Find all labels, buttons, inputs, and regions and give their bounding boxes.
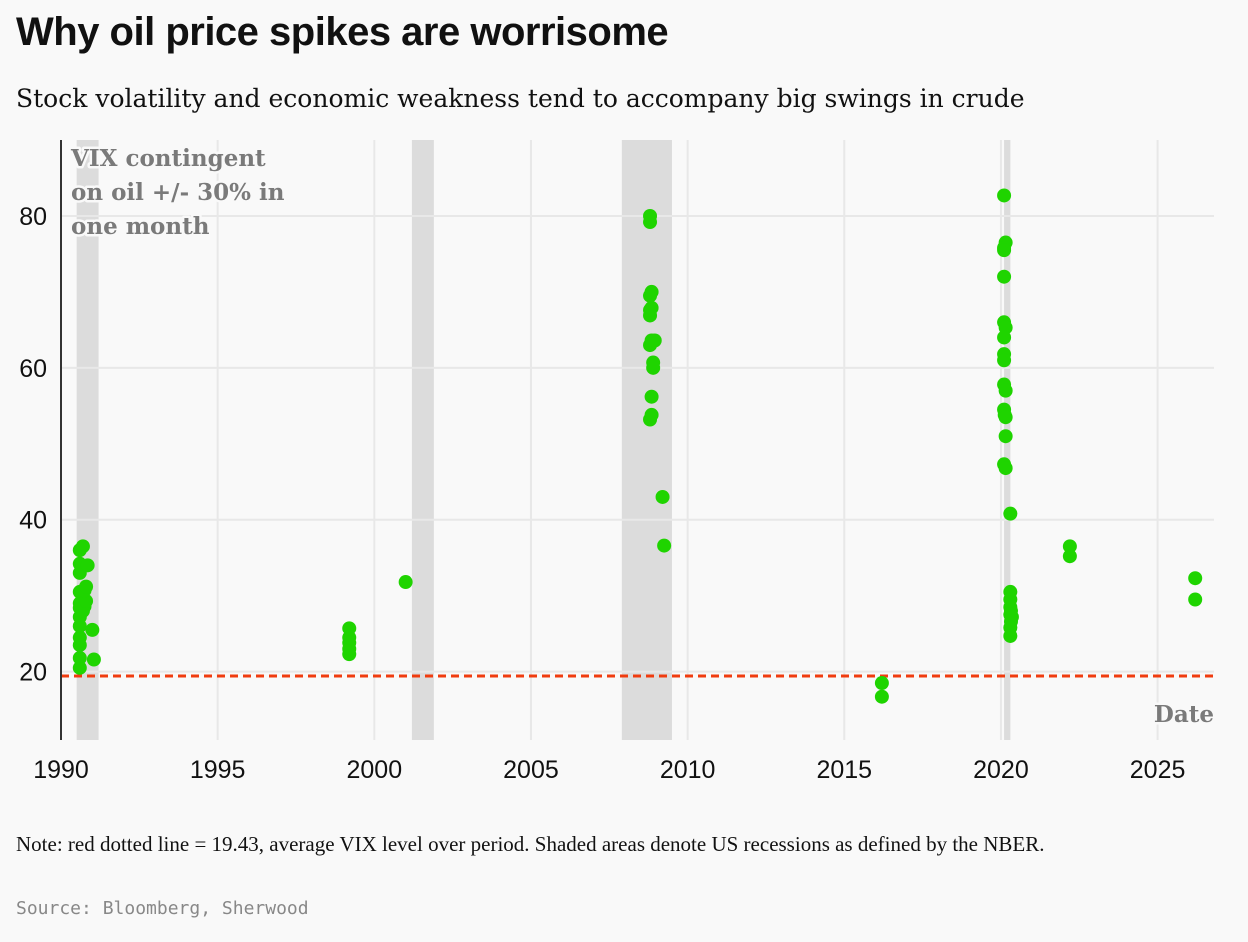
data-point-43 <box>657 538 672 553</box>
recession-band-2 <box>621 140 672 740</box>
data-point-15 <box>79 594 94 609</box>
chart-title: Why oil price spikes are worrisome <box>16 10 669 54</box>
y-axis-label-line-0: VIX contingent <box>70 145 266 172</box>
data-point-75 <box>1062 549 1077 564</box>
data-point-31 <box>646 355 661 370</box>
data-point-18 <box>80 558 95 573</box>
data-point-50 <box>997 269 1012 284</box>
data-point-57 <box>998 383 1013 398</box>
data-point-45 <box>874 676 889 691</box>
data-point-42 <box>655 489 670 504</box>
data-point-1 <box>72 650 87 665</box>
data-point-64 <box>1003 506 1018 521</box>
data-point-44 <box>874 689 889 704</box>
y-tick-label-40: 40 <box>19 507 47 535</box>
data-point-63 <box>998 461 1013 476</box>
x-tick-label-2025: 2025 <box>1130 756 1186 784</box>
y-tick-label-20: 20 <box>19 659 47 687</box>
data-point-29 <box>644 389 659 404</box>
y-tick-label-60: 60 <box>19 355 47 383</box>
data-point-12 <box>75 539 90 554</box>
data-point-49 <box>997 243 1012 258</box>
data-point-39 <box>644 284 659 299</box>
data-point-20 <box>86 652 101 667</box>
data-points <box>72 188 1203 704</box>
recession-band-1 <box>411 140 434 740</box>
x-tick-label-2000: 2000 <box>347 756 403 784</box>
source-line: Source: Bloomberg, Sherwood <box>16 898 309 919</box>
axis-labels: 1990 1995 2000 2005 2010 2015 2020 2025 20 40 60 80… <box>19 143 1216 785</box>
data-point-41 <box>643 208 658 223</box>
data-point-26 <box>398 575 413 590</box>
x-tick-label-1995: 1995 <box>190 756 246 784</box>
x-axis-label: Date <box>1154 701 1214 728</box>
data-point-77 <box>1188 592 1203 607</box>
data-point-17 <box>79 579 94 594</box>
data-point-74 <box>1062 539 1077 554</box>
data-point-73 <box>1003 628 1018 643</box>
gridlines <box>61 140 1214 740</box>
data-point-0 <box>72 660 87 675</box>
data-point-19 <box>85 622 100 637</box>
x-tick-label-1990: 1990 <box>33 756 89 784</box>
data-point-61 <box>998 429 1013 444</box>
x-tick-label-2015: 2015 <box>816 756 872 784</box>
data-point-3 <box>72 630 87 645</box>
chart-subtitle: Stock volatility and economic weakness t… <box>16 84 1025 113</box>
data-point-55 <box>997 353 1012 368</box>
x-tick-label-2020: 2020 <box>973 756 1029 784</box>
data-point-53 <box>997 330 1012 345</box>
data-point-60 <box>998 410 1013 425</box>
data-point-76 <box>1188 571 1203 586</box>
y-axis-label-line-2: one month <box>71 213 210 240</box>
data-point-46 <box>997 188 1012 203</box>
scatter-chart: 1990 1995 2000 2005 2010 2015 2020 2025 20 40 60 80… <box>19 140 1217 785</box>
data-point-37 <box>644 300 659 315</box>
data-point-28 <box>644 407 659 422</box>
y-axis-label-line-1: on oil +/- 30% in <box>71 179 285 206</box>
y-tick-label-80: 80 <box>19 203 47 231</box>
footnote: Note: red dotted line = 19.43, average V… <box>16 832 1045 856</box>
x-tick-label-2005: 2005 <box>503 756 559 784</box>
data-point-25 <box>342 621 357 636</box>
x-tick-label-2010: 2010 <box>660 756 716 784</box>
data-point-34 <box>647 333 662 348</box>
